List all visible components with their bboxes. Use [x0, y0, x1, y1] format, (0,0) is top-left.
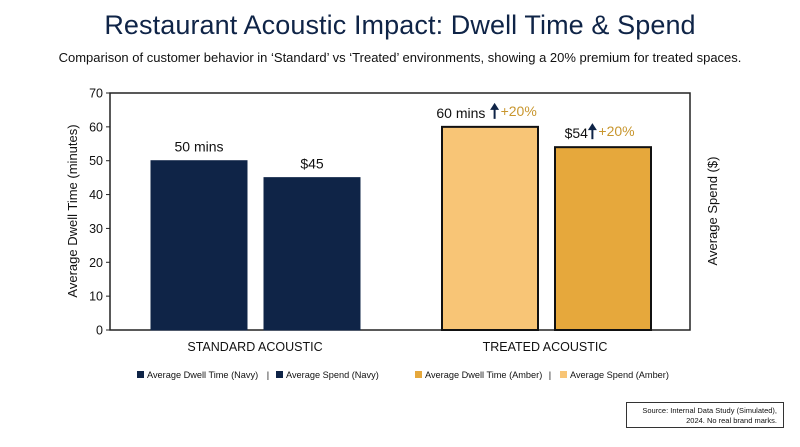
- y2-axis-label: Average Spend ($): [705, 157, 720, 266]
- bar-spend-standard: [263, 177, 361, 331]
- y-axis-ticks: 0 10 20 30 40 50 60 70: [89, 87, 110, 338]
- source-line-1: Source: Internal Data Study (Simulated),: [642, 406, 777, 415]
- premium-label: +20%: [501, 103, 537, 119]
- bar-value-label: 50 mins: [174, 139, 223, 155]
- bar-dwell-standard: [150, 160, 248, 331]
- y-tick-label: 30: [89, 222, 103, 236]
- bar-value-label: $45: [300, 156, 324, 172]
- bar-value-label: 60 mins: [436, 105, 485, 121]
- y-tick-label: 50: [89, 154, 103, 168]
- legend-entry: Average Spend (Navy): [286, 370, 379, 380]
- legend: Average Dwell Time (Navy) Average Spend (…: [137, 370, 669, 380]
- y-tick-label: 0: [96, 324, 103, 338]
- plot-frame: [109, 92, 691, 331]
- legend-swatch: [137, 371, 144, 378]
- legend-swatch: [276, 371, 283, 378]
- y-tick-label: 10: [89, 290, 103, 304]
- chart-title: Restaurant Acoustic Impact: Dwell Time &…: [104, 10, 696, 40]
- category-label: TREATED ACOUSTIC: [483, 340, 608, 354]
- legend-entry: Average Dwell Time (Navy): [147, 370, 258, 380]
- y-tick-label: 60: [89, 120, 103, 134]
- y-tick-label: 70: [89, 87, 103, 101]
- source-line-2: 2024. No real brand marks.: [686, 416, 777, 425]
- legend-swatch: [560, 371, 567, 378]
- category-labels: STANDARD ACOUSTIC TREATED ACOUSTIC: [187, 340, 607, 354]
- legend-separator: |: [549, 370, 551, 380]
- up-arrow-icon-head: [587, 123, 597, 131]
- bar-value-label: $54: [565, 125, 589, 141]
- y-tick-label: 20: [89, 256, 103, 270]
- category-label: STANDARD ACOUSTIC: [187, 340, 322, 354]
- y-axis-label: Average Dwell Time (minutes): [65, 124, 80, 297]
- y-tick-label: 40: [89, 188, 103, 202]
- bars: [150, 125, 652, 331]
- legend-separator: |: [267, 370, 269, 380]
- bar-value-labels: 50 mins 60 mins +20% $45 $54 +20%: [174, 102, 635, 172]
- legend-swatch: [415, 371, 422, 378]
- up-arrow-icon-head: [490, 102, 500, 110]
- legend-entry: Average Spend (Amber): [570, 370, 669, 380]
- source-note: Source: Internal Data Study (Simulated),…: [626, 402, 784, 428]
- premium-label: +20%: [598, 123, 634, 139]
- chart-subtitle: Comparison of customer behavior in ‘Stan…: [58, 50, 742, 65]
- legend-entry: Average Dwell Time (Amber): [425, 370, 542, 380]
- bar-dwell-treated: [441, 125, 539, 331]
- bar-spend-treated: [554, 146, 652, 331]
